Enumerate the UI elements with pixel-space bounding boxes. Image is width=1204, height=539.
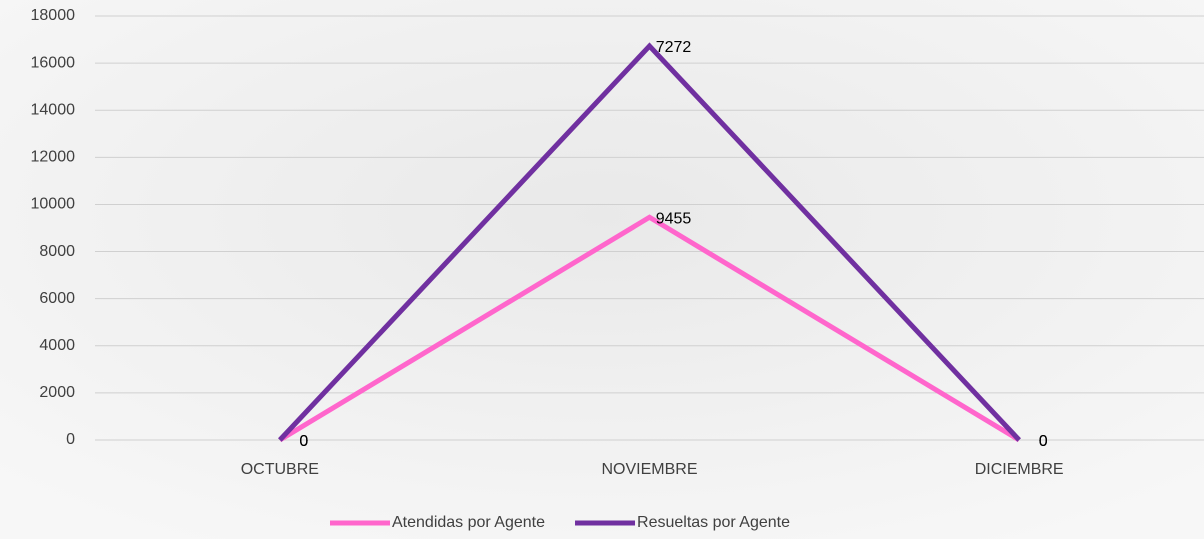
data-label: 0 bbox=[1039, 433, 1048, 450]
y-tick-label: 2000 bbox=[39, 384, 75, 401]
y-tick-label: 14000 bbox=[31, 101, 76, 118]
data-label: 0 bbox=[299, 433, 308, 450]
y-tick-label: 6000 bbox=[39, 290, 75, 307]
y-tick-label: 10000 bbox=[31, 196, 76, 213]
x-tick-label: NOVIEMBRE bbox=[601, 461, 697, 478]
legend-label: Resueltas por Agente bbox=[637, 514, 790, 531]
y-tick-label: 0 bbox=[66, 431, 75, 448]
series-line bbox=[278, 214, 1021, 443]
y-tick-label: 18000 bbox=[31, 7, 76, 24]
data-label: 9455 bbox=[656, 211, 692, 228]
data-label: 0 bbox=[1039, 433, 1048, 450]
y-tick-label: 4000 bbox=[39, 337, 75, 354]
y-tick-label: 12000 bbox=[31, 149, 76, 166]
data-label: 0 bbox=[299, 433, 308, 450]
data-label: 7272 bbox=[656, 39, 692, 56]
x-tick-label: DICIEMBRE bbox=[975, 461, 1064, 478]
x-tick-label: OCTUBRE bbox=[241, 461, 319, 478]
legend-label: Atendidas por Agente bbox=[392, 514, 545, 531]
y-tick-label: 8000 bbox=[39, 243, 75, 260]
series-line bbox=[278, 42, 1021, 442]
y-tick-label: 16000 bbox=[31, 54, 76, 71]
